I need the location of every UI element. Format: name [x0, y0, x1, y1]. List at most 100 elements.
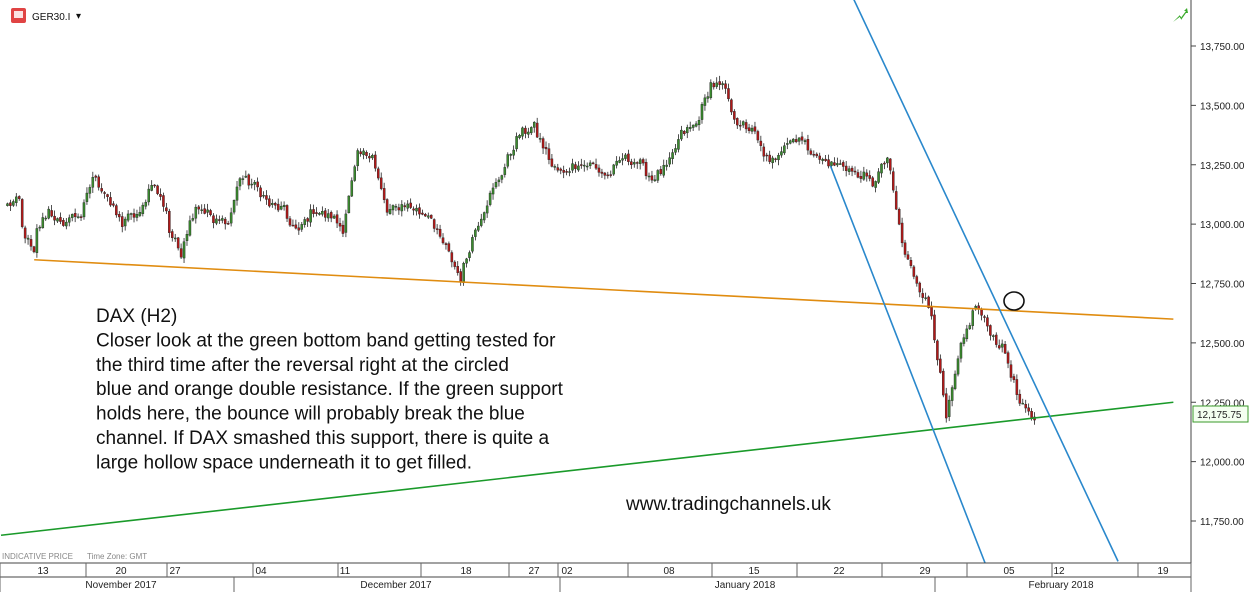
candle-body	[833, 162, 836, 166]
x-tick-label: 05	[1003, 566, 1015, 577]
candle-body	[44, 217, 47, 220]
candle-body	[326, 213, 330, 219]
candle-body	[627, 153, 630, 162]
candle-body	[530, 127, 533, 134]
candle-body	[889, 158, 892, 171]
candle-body	[621, 158, 624, 161]
candle-body	[1006, 352, 1010, 364]
candle-body	[518, 135, 521, 138]
candle-body	[1015, 379, 1019, 395]
annotation-line: DAX (H2)	[96, 306, 177, 327]
candle-body	[438, 228, 442, 237]
candle-body	[668, 157, 671, 165]
candle-body	[112, 203, 115, 206]
candle-body	[641, 159, 645, 164]
candle-body	[91, 177, 95, 188]
candle-body	[70, 214, 74, 218]
candle-body	[185, 234, 189, 241]
candle-body	[583, 164, 586, 167]
candle-body	[306, 218, 309, 222]
candle-body	[412, 208, 415, 211]
candle-body	[221, 218, 224, 221]
x-tick-label: 12	[1053, 566, 1065, 577]
candle-body	[524, 127, 527, 134]
candle-body	[721, 83, 724, 86]
candle-body	[244, 175, 248, 178]
x-tick-label: 20	[115, 566, 127, 577]
candle-body	[503, 167, 507, 175]
candle-body	[1027, 407, 1030, 412]
candle-body	[415, 207, 418, 212]
candle-body	[62, 220, 65, 226]
candle-body	[79, 216, 83, 218]
month-label: November 2017	[85, 580, 157, 591]
candle-body	[424, 214, 427, 217]
candle-body	[159, 194, 162, 197]
candle-body	[580, 164, 583, 166]
candle-body	[574, 164, 577, 169]
month-label: February 2018	[1028, 580, 1093, 591]
candle-body	[485, 205, 489, 214]
candle-body	[635, 162, 639, 164]
symbol-label[interactable]: GER30.I	[32, 12, 70, 23]
chevron-down-icon[interactable]: ▾	[76, 11, 81, 22]
candle-body	[315, 212, 318, 214]
candle-body	[297, 227, 301, 231]
candle-body	[712, 83, 716, 88]
annotation-line: holds here, the bounce will probably bre…	[96, 404, 525, 425]
candle-body	[471, 237, 474, 252]
candle-body	[38, 226, 42, 229]
annotation-text: DAX (H2) Closer look at the green bottom …	[96, 306, 564, 473]
candle-body	[432, 219, 436, 229]
candle-body	[877, 171, 880, 183]
candle-body	[350, 180, 354, 197]
candle-body	[356, 150, 359, 167]
candle-body	[839, 163, 842, 165]
y-tick-label: 13,500.00	[1200, 101, 1245, 112]
candle-body	[218, 219, 221, 221]
candle-body	[547, 148, 551, 160]
candle-body	[259, 187, 262, 198]
y-tick-label: 13,250.00	[1200, 161, 1245, 172]
candle-body	[200, 209, 203, 211]
candle-body	[762, 146, 766, 157]
candle-body	[538, 138, 542, 140]
timezone-label: Time Zone: GMT	[87, 552, 147, 561]
candle-body	[268, 198, 271, 207]
candle-body	[141, 204, 145, 214]
candle-body	[730, 99, 733, 113]
x-tick-label: 15	[748, 566, 760, 577]
candle-body	[556, 167, 560, 171]
candle-body	[930, 306, 933, 317]
candle-body	[168, 210, 171, 233]
candle-body	[865, 172, 869, 177]
candle-body	[132, 213, 136, 218]
candle-body	[59, 217, 62, 222]
candle-body	[791, 138, 795, 143]
candle-body	[165, 207, 168, 212]
candle-body	[774, 158, 777, 160]
symbol-header[interactable]: GER30.I ▾	[11, 8, 81, 23]
candle-body	[688, 127, 692, 129]
candle-body	[403, 205, 407, 208]
annotation-line: blue and orange double resistance. If th…	[96, 379, 564, 400]
candle-body	[971, 310, 974, 326]
cfd-icon-inner	[14, 11, 23, 18]
candle-body	[921, 293, 924, 298]
candle-body	[918, 282, 922, 293]
candle-body	[753, 126, 757, 132]
candle-body	[188, 220, 192, 236]
candle-body	[247, 174, 251, 186]
candle-body	[191, 218, 195, 221]
candle-body	[17, 196, 21, 199]
candle-body	[120, 216, 124, 227]
candle-body	[229, 212, 233, 224]
candle-body	[371, 155, 374, 159]
candle-body	[803, 140, 807, 142]
candle-body	[750, 127, 754, 132]
candle-body	[756, 131, 760, 141]
x-tick-label: 13	[37, 566, 49, 577]
month-label: January 2018	[715, 580, 776, 591]
candle-body	[429, 214, 433, 219]
